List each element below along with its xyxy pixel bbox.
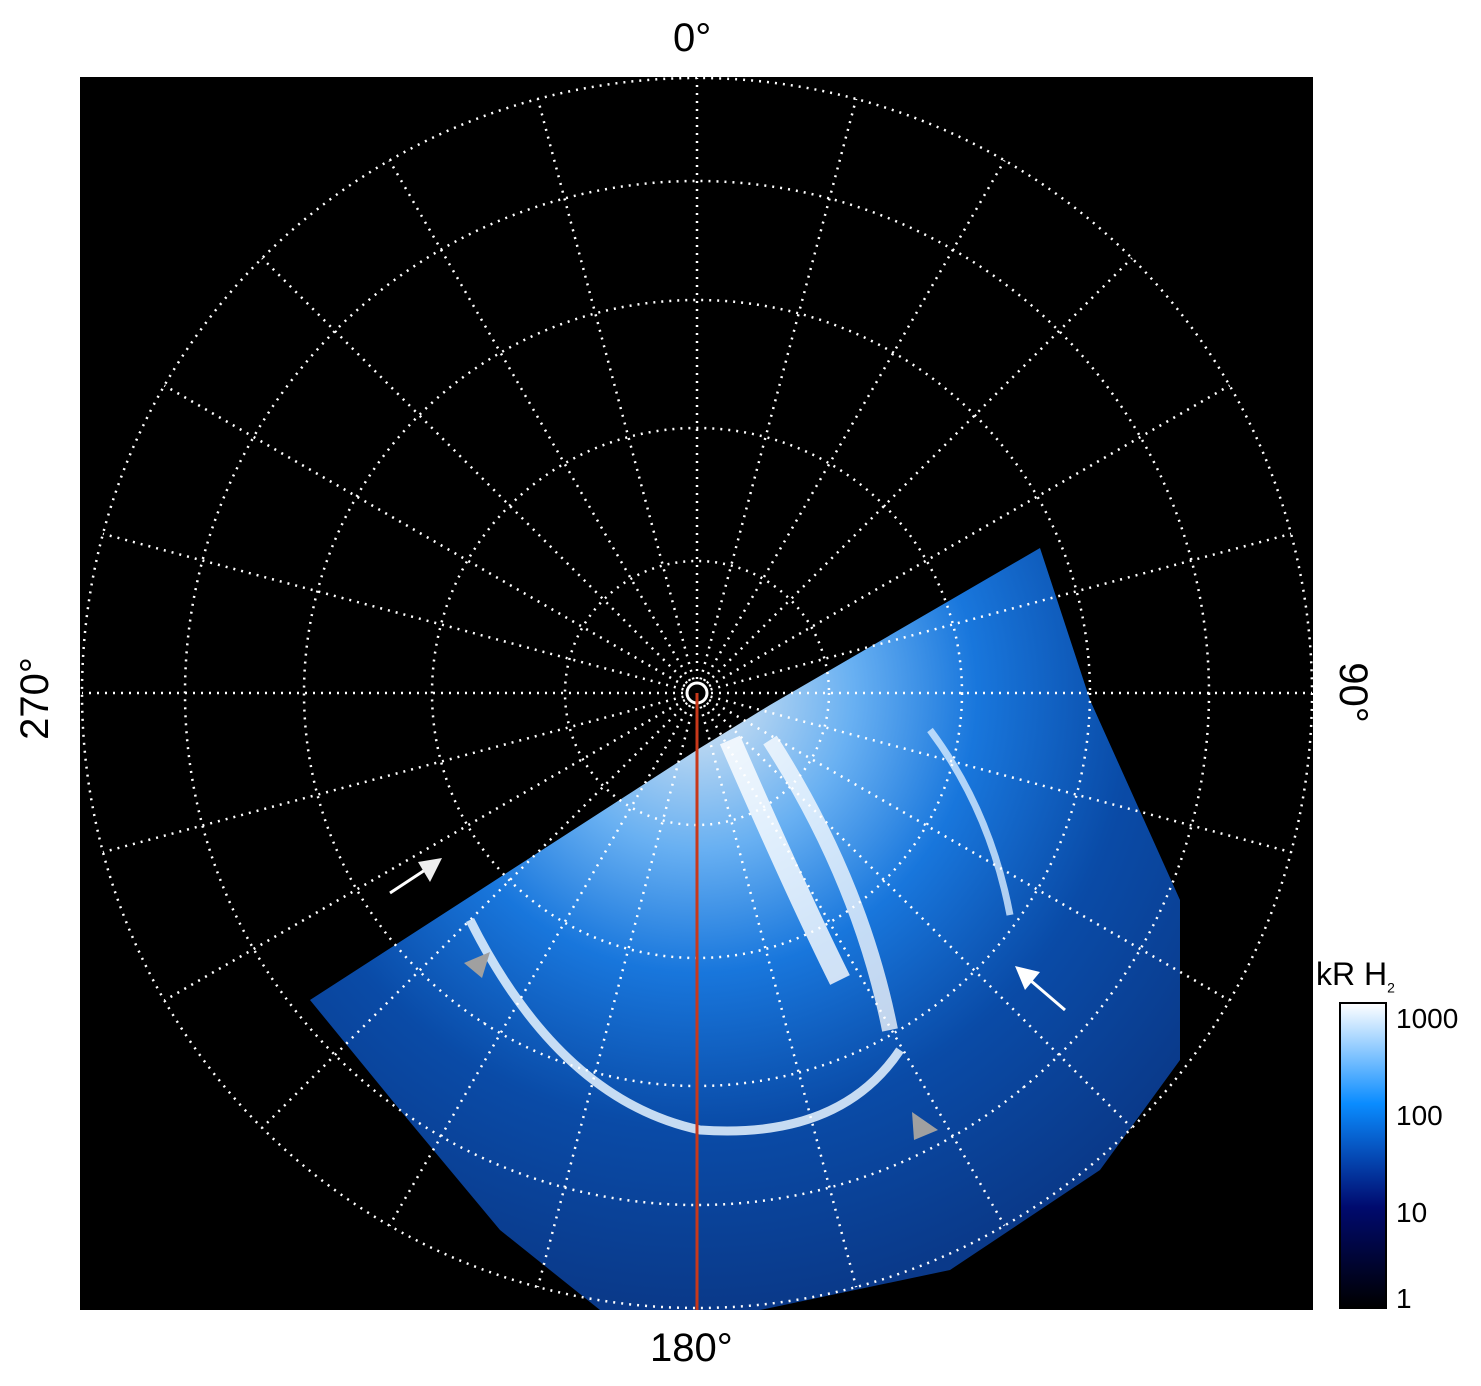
aurora-emission-region xyxy=(310,548,1180,1310)
colorbar xyxy=(1339,1002,1387,1309)
colorbar-title-subscript: 2 xyxy=(1387,979,1395,996)
auroral-arc-1 xyxy=(719,735,850,985)
colorbar-tick-1: 1 xyxy=(1396,1283,1412,1314)
colorbar-title-text: kR H xyxy=(1316,956,1388,992)
colorbar-tick-100: 100 xyxy=(1396,1100,1443,1131)
label-270deg: 270° xyxy=(12,657,57,740)
arrowhead-gray-left xyxy=(464,952,490,978)
label-90deg: 90° xyxy=(1330,662,1375,723)
latitude-circle xyxy=(563,559,831,827)
arrow-white-left xyxy=(389,858,442,895)
auroral-arc-3 xyxy=(927,727,1014,916)
arrowhead-gray-right xyxy=(912,1112,938,1140)
label-180deg: 180° xyxy=(650,1326,733,1370)
arrow-white-right xyxy=(1015,966,1066,1012)
colorbar-tick-10: 10 xyxy=(1396,1197,1428,1228)
label-0deg: 0° xyxy=(673,16,712,60)
auroral-arc-2 xyxy=(763,735,898,1032)
main-auroral-oval xyxy=(465,917,904,1136)
colorbar-tick-1000: 1000 xyxy=(1396,1003,1459,1034)
colorbar-title: kR H2 xyxy=(1316,956,1395,995)
